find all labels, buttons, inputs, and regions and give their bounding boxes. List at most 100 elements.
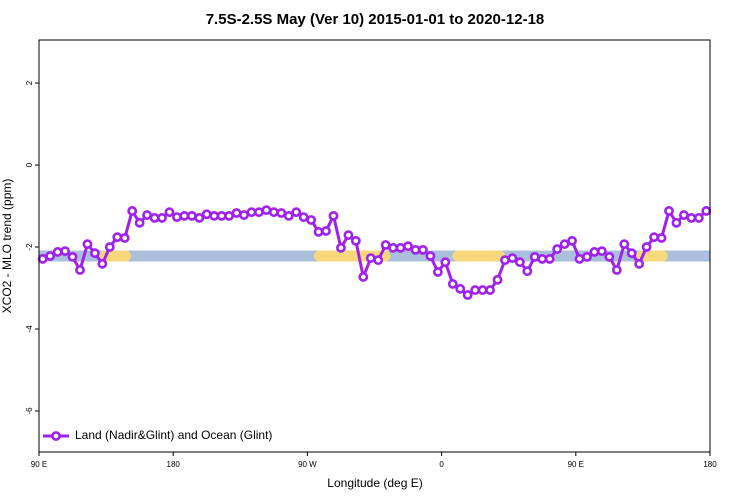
- data-point: [179, 210, 190, 221]
- data-point: [343, 230, 354, 241]
- x-axis-label: Longitude (deg E): [327, 476, 422, 490]
- data-point: [380, 240, 391, 250]
- data-point: [418, 244, 428, 255]
- data-point: [641, 242, 652, 252]
- data-point: [97, 258, 108, 269]
- data-point: [425, 251, 436, 261]
- data-point: [671, 217, 682, 228]
- data-point: [626, 248, 637, 259]
- x-tick-label: 90 E: [31, 460, 47, 469]
- data-point: [313, 226, 324, 237]
- x-tick-label: 90 E: [568, 460, 584, 469]
- data-point: [537, 254, 548, 264]
- data-point: [395, 242, 406, 253]
- x-tick-label: 90 W: [298, 460, 317, 469]
- data-point: [328, 210, 339, 221]
- data-point: [261, 205, 272, 216]
- data-point: [634, 258, 645, 269]
- data-point: [679, 210, 689, 220]
- x-tick-label: 180: [703, 460, 717, 469]
- data-point: [470, 285, 481, 295]
- data-point: [701, 206, 712, 216]
- data-point: [410, 244, 421, 255]
- y-tick-label: -2: [25, 243, 34, 251]
- data-point: [291, 207, 302, 218]
- data-point: [432, 267, 443, 277]
- data-point: [127, 206, 138, 216]
- data-point: [552, 244, 563, 254]
- data-point: [82, 239, 93, 250]
- chart-title: 7.5S-2.5S May (Ver 10) 2015-01-01 to 202…: [206, 11, 545, 28]
- data-point: [619, 239, 630, 250]
- data-point: [119, 233, 130, 243]
- legend-label: Land (Nadir&Glint) and Ocean (Glint): [75, 428, 272, 442]
- y-tick-label: 0: [25, 162, 34, 167]
- data-point: [164, 207, 175, 218]
- data-point: [485, 285, 495, 295]
- data-point: [529, 251, 540, 262]
- y-tick-label: -4: [25, 325, 34, 333]
- data-point: [559, 239, 570, 250]
- legend-marker: [51, 431, 61, 441]
- data-point: [522, 266, 533, 277]
- data-point: [201, 209, 212, 220]
- data-point: [686, 213, 697, 223]
- data-point: [611, 265, 622, 275]
- data-point: [142, 210, 153, 220]
- data-point: [321, 226, 331, 236]
- data-point: [224, 210, 235, 221]
- data-point: [455, 283, 466, 294]
- x-tick-label: 0: [439, 460, 444, 469]
- data-point: [268, 207, 279, 218]
- data-point: [388, 242, 399, 253]
- data-point: [276, 208, 287, 218]
- y-axis-label: XCO2 - MLO trend (ppm): [0, 179, 14, 314]
- data-point: [403, 241, 413, 252]
- data-point: [246, 207, 257, 218]
- data-point: [231, 208, 242, 218]
- data-point: [693, 213, 704, 223]
- data-point: [157, 213, 167, 223]
- data-point: [194, 213, 205, 223]
- data-point: [239, 210, 249, 220]
- data-point: [283, 210, 294, 221]
- plot-area: 2 0 -2 -4 -6 90 E 180 90 W 0 90 E 180 Land (Nadir&G…: [25, 80, 717, 469]
- data-point: [75, 265, 85, 275]
- data-point: [298, 212, 309, 222]
- data-point: [664, 206, 674, 216]
- data-point: [447, 279, 458, 289]
- data-point: [649, 232, 659, 243]
- y-tick-label: 2: [25, 80, 34, 85]
- data-point: [596, 246, 607, 257]
- data-point: [365, 253, 376, 263]
- data-point: [358, 272, 369, 282]
- data-point: [90, 248, 100, 259]
- data-point: [507, 253, 518, 263]
- x-tick-label: 180: [167, 460, 181, 469]
- plot-frame: [38, 39, 711, 453]
- data-point: [582, 251, 592, 262]
- data-point: [216, 210, 227, 221]
- data-point: [336, 242, 346, 253]
- data-point: [514, 257, 525, 268]
- data-point: [186, 210, 197, 221]
- data-point: [477, 285, 488, 295]
- data-point: [104, 242, 115, 252]
- y-tick-label: -6: [25, 407, 34, 415]
- data-point: [52, 247, 63, 257]
- data-point: [112, 232, 123, 243]
- data-point: [37, 254, 48, 264]
- data-point: [544, 254, 555, 264]
- data-point: [567, 235, 577, 246]
- data-point: [67, 251, 78, 262]
- data-point: [373, 255, 384, 266]
- data-point: [149, 213, 160, 223]
- data-point: [492, 274, 503, 285]
- data-point: [462, 290, 473, 300]
- data-point: [209, 210, 220, 221]
- data-point: [604, 251, 615, 262]
- data-point: [574, 254, 585, 264]
- data-point: [440, 257, 451, 268]
- data-point: [134, 217, 145, 228]
